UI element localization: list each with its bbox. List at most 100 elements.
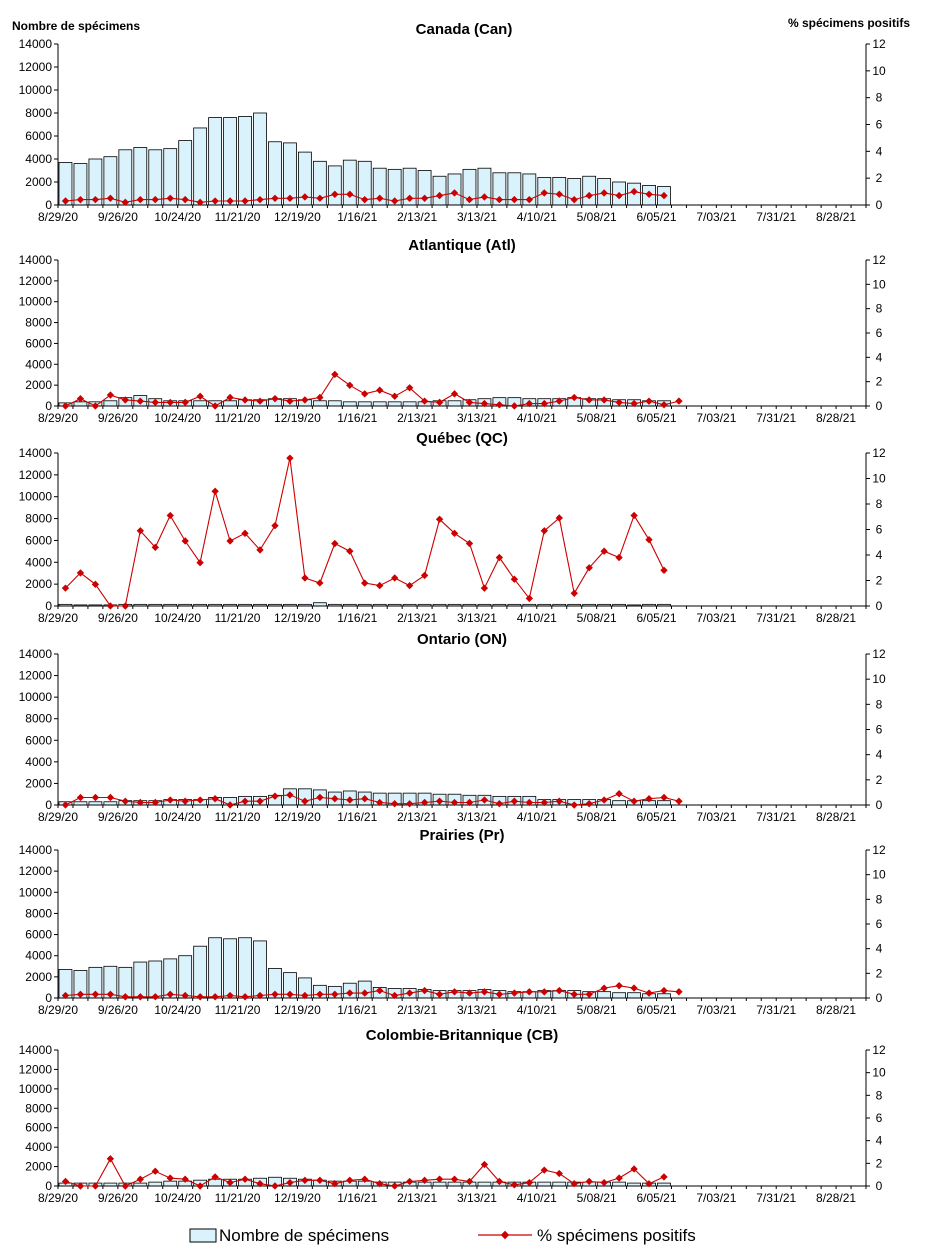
percent-positive-point [630, 511, 638, 520]
percent-positive-point [510, 575, 519, 583]
percent-positive-point [316, 194, 324, 202]
x-tick-label: 5/08/21 [577, 611, 617, 625]
y-right-tick-label: 2 [876, 171, 883, 185]
y-right-tick-label: 0 [876, 198, 883, 212]
x-tick-label: 6/05/21 [636, 611, 676, 625]
specimen-bar [178, 955, 193, 999]
percent-positive-point [420, 986, 429, 995]
x-tick-label: 8/29/20 [38, 411, 78, 425]
percent-positive-point [376, 798, 384, 807]
y-right-tick-label: 6 [876, 326, 883, 340]
x-tick-label: 8/29/20 [38, 810, 78, 824]
x-tick-label: 12/19/20 [274, 810, 321, 824]
specimen-bar [223, 938, 237, 999]
specimen-bar [253, 112, 267, 206]
y-right-tick-label: 8 [876, 1088, 883, 1102]
specimen-bar [327, 165, 342, 206]
y-left-tick-label: 0 [45, 599, 52, 613]
x-tick-label: 4/10/21 [517, 1003, 557, 1017]
percent-positive-point [316, 393, 324, 402]
x-tick-label: 9/26/20 [98, 210, 138, 224]
y-left-tick-label: 14000 [19, 253, 53, 267]
percent-positive-point [540, 189, 548, 197]
specimen-bar [387, 401, 402, 407]
percent-positive-point [420, 571, 429, 580]
specimen-bar [148, 960, 163, 999]
percent-positive-point [76, 569, 85, 577]
x-tick-label: 1/16/21 [337, 611, 377, 625]
percent-positive-point [420, 1176, 429, 1184]
y-right-tick-label: 0 [876, 399, 883, 413]
percent-positive-point [540, 527, 548, 535]
percent-positive-point [256, 397, 264, 405]
percent-positive-point [525, 798, 534, 807]
specimen-bar [193, 945, 208, 999]
percent-positive-point [645, 1180, 653, 1188]
y-left-tick-label: 10000 [19, 490, 53, 504]
y-right-tick-label: 12 [872, 446, 886, 460]
percent-positive-point [361, 390, 369, 398]
x-tick-label: 2/13/21 [397, 210, 437, 224]
percent-positive-point [465, 989, 474, 997]
percent-positive-point [346, 547, 354, 555]
percent-positive-point [166, 511, 174, 520]
percent-positive-point [675, 397, 683, 405]
percent-positive-point [376, 1180, 384, 1188]
y-left-tick-label: 10000 [19, 295, 53, 309]
percent-positive-point [480, 584, 489, 592]
percent-positive-point [585, 1177, 593, 1186]
x-tick-label: 2/13/21 [397, 1191, 437, 1205]
percent-positive-point [331, 370, 339, 379]
y-right-tick-label: 8 [876, 892, 883, 906]
specimen-bar [432, 175, 447, 206]
y-left-tick-label: 4000 [25, 755, 52, 769]
percent-positive-point [361, 989, 369, 997]
x-tick-label: 11/21/20 [215, 1191, 261, 1205]
percent-positive-point [615, 191, 623, 200]
panel-1: Canada (Can) 0 2000 4000 6000 8000 10000 12000 1… [19, 21, 886, 224]
percent-positive-point [570, 990, 578, 998]
percent-positive-point [91, 793, 100, 802]
x-tick-label: 9/26/20 [98, 611, 138, 625]
percent-positive-point [570, 589, 578, 597]
percent-positive-point [600, 396, 608, 404]
y-left-tick-label: 2000 [25, 776, 52, 790]
y-left-tick-label: 6000 [25, 1121, 52, 1135]
x-tick-label: 6/05/21 [636, 1003, 676, 1017]
percent-positive-point [256, 797, 264, 805]
percent-positive-point [600, 189, 608, 197]
x-tick-label: 11/21/20 [215, 411, 261, 425]
x-tick-label: 11/21/20 [215, 810, 261, 824]
y-left-tick-label: 8000 [25, 906, 52, 920]
y-left-tick-label: 4000 [25, 152, 52, 166]
percent-positive-point [76, 195, 85, 204]
percent-positive-point [570, 801, 578, 809]
x-tick-label: 5/08/21 [577, 210, 617, 224]
specimen-bar [627, 992, 641, 999]
y-right-tick-label: 8 [876, 91, 883, 105]
y-left-tick-label: 8000 [25, 712, 52, 726]
y-right-tick-label: 12 [872, 647, 886, 661]
percent-positive-point [271, 394, 279, 403]
x-tick-label: 4/10/21 [517, 210, 557, 224]
y-left-tick-label: 10000 [19, 83, 53, 97]
percent-positive-point [271, 990, 279, 998]
legend: Nombre de spécimens % spécimens positifs [189, 1226, 696, 1245]
percent-positive-point [286, 454, 294, 462]
percent-positive-point [211, 197, 219, 205]
percent-positive-point [76, 1182, 85, 1190]
percent-positive-point [480, 399, 489, 408]
y-left-tick-label: 8000 [25, 106, 52, 120]
y-left-tick-label: 2000 [25, 1160, 52, 1174]
percent-positive-point [136, 397, 144, 405]
x-tick-label: 1/16/21 [337, 1191, 377, 1205]
percent-positive-point [106, 194, 115, 202]
percent-positive-point [286, 990, 294, 998]
percent-positive-point [256, 546, 264, 554]
percent-positive-point [525, 988, 533, 996]
percent-positive-point [585, 564, 593, 572]
x-tick-label: 7/31/21 [756, 411, 796, 425]
x-tick-label: 2/13/21 [397, 411, 437, 425]
y-right-tick-label: 10 [872, 868, 886, 882]
